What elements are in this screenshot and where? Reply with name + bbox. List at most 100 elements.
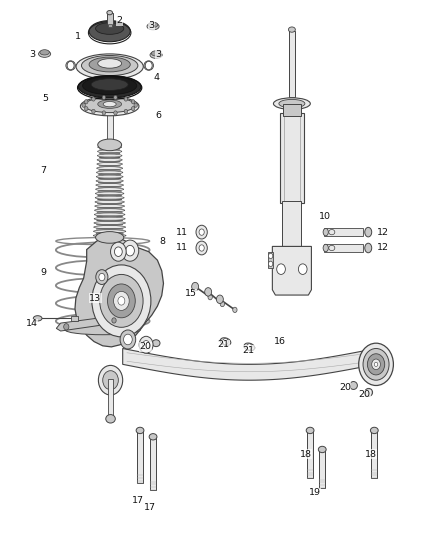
Text: 18: 18 — [365, 450, 377, 459]
Ellipse shape — [365, 243, 372, 253]
Ellipse shape — [98, 191, 122, 192]
Text: 7: 7 — [40, 166, 46, 175]
Text: 17: 17 — [131, 496, 143, 505]
Ellipse shape — [96, 179, 124, 182]
Bar — [324, 244, 363, 252]
Circle shape — [124, 334, 132, 345]
Ellipse shape — [93, 230, 126, 233]
Ellipse shape — [329, 230, 335, 235]
Ellipse shape — [99, 157, 120, 158]
Ellipse shape — [273, 98, 310, 109]
Ellipse shape — [82, 77, 137, 95]
Ellipse shape — [89, 57, 130, 72]
Ellipse shape — [371, 427, 378, 434]
Text: 17: 17 — [144, 503, 155, 512]
Circle shape — [134, 103, 138, 107]
Text: 5: 5 — [42, 94, 49, 103]
Circle shape — [120, 330, 136, 349]
Circle shape — [124, 109, 127, 114]
Circle shape — [199, 229, 204, 235]
Ellipse shape — [350, 382, 357, 390]
Text: 3: 3 — [148, 21, 155, 30]
Ellipse shape — [97, 158, 122, 161]
Ellipse shape — [147, 23, 159, 30]
Text: 20: 20 — [358, 390, 371, 399]
Circle shape — [103, 370, 118, 390]
Ellipse shape — [306, 427, 314, 434]
Text: 12: 12 — [377, 244, 389, 253]
Ellipse shape — [81, 97, 139, 116]
Ellipse shape — [136, 427, 144, 434]
Circle shape — [64, 324, 69, 330]
Circle shape — [220, 301, 225, 306]
Ellipse shape — [96, 224, 123, 225]
Ellipse shape — [99, 169, 121, 171]
Text: 10: 10 — [319, 212, 331, 221]
Ellipse shape — [96, 229, 123, 230]
Circle shape — [92, 265, 151, 337]
Text: 8: 8 — [159, 237, 166, 246]
Circle shape — [268, 261, 273, 266]
Ellipse shape — [323, 229, 328, 236]
Ellipse shape — [98, 178, 121, 179]
Text: 9: 9 — [40, 268, 46, 277]
Text: 1: 1 — [75, 32, 81, 41]
Circle shape — [107, 284, 135, 318]
Circle shape — [359, 343, 393, 385]
Ellipse shape — [144, 61, 153, 70]
Circle shape — [114, 95, 117, 100]
Bar — [268, 252, 273, 268]
Bar — [108, 24, 112, 28]
Bar — [307, 431, 313, 478]
Bar — [107, 13, 113, 25]
Circle shape — [139, 336, 153, 353]
Circle shape — [85, 100, 88, 104]
Ellipse shape — [323, 244, 328, 252]
Ellipse shape — [107, 11, 113, 15]
Circle shape — [126, 245, 134, 256]
Circle shape — [223, 338, 228, 345]
Ellipse shape — [329, 245, 335, 251]
Bar — [371, 431, 378, 478]
Polygon shape — [57, 317, 117, 331]
Ellipse shape — [97, 199, 122, 200]
Circle shape — [199, 245, 204, 251]
Bar — [137, 431, 143, 483]
Circle shape — [143, 341, 150, 349]
Circle shape — [196, 225, 207, 239]
Ellipse shape — [98, 146, 122, 149]
Ellipse shape — [98, 195, 122, 196]
Circle shape — [110, 242, 126, 261]
Ellipse shape — [96, 171, 123, 174]
Ellipse shape — [94, 225, 126, 229]
Ellipse shape — [99, 149, 120, 150]
Text: 12: 12 — [377, 228, 389, 237]
Ellipse shape — [149, 434, 157, 440]
Text: 11: 11 — [176, 244, 188, 253]
Circle shape — [99, 273, 105, 281]
Bar — [106, 102, 113, 142]
Polygon shape — [123, 349, 376, 380]
Ellipse shape — [93, 234, 126, 237]
Ellipse shape — [99, 165, 120, 166]
Text: 13: 13 — [89, 294, 102, 303]
Ellipse shape — [106, 415, 115, 423]
Ellipse shape — [95, 205, 124, 208]
Circle shape — [131, 100, 135, 104]
Circle shape — [112, 318, 116, 323]
Ellipse shape — [91, 79, 128, 91]
Bar — [150, 437, 156, 490]
Text: 15: 15 — [185, 289, 197, 298]
Text: 18: 18 — [300, 450, 312, 459]
Ellipse shape — [96, 175, 123, 178]
Text: 21: 21 — [243, 345, 254, 354]
Text: 4: 4 — [153, 72, 159, 82]
Ellipse shape — [96, 237, 124, 238]
Ellipse shape — [89, 21, 130, 42]
Circle shape — [216, 295, 223, 303]
Ellipse shape — [103, 101, 116, 107]
Circle shape — [298, 264, 307, 274]
Ellipse shape — [97, 216, 123, 217]
Circle shape — [96, 270, 108, 285]
Ellipse shape — [99, 161, 120, 162]
